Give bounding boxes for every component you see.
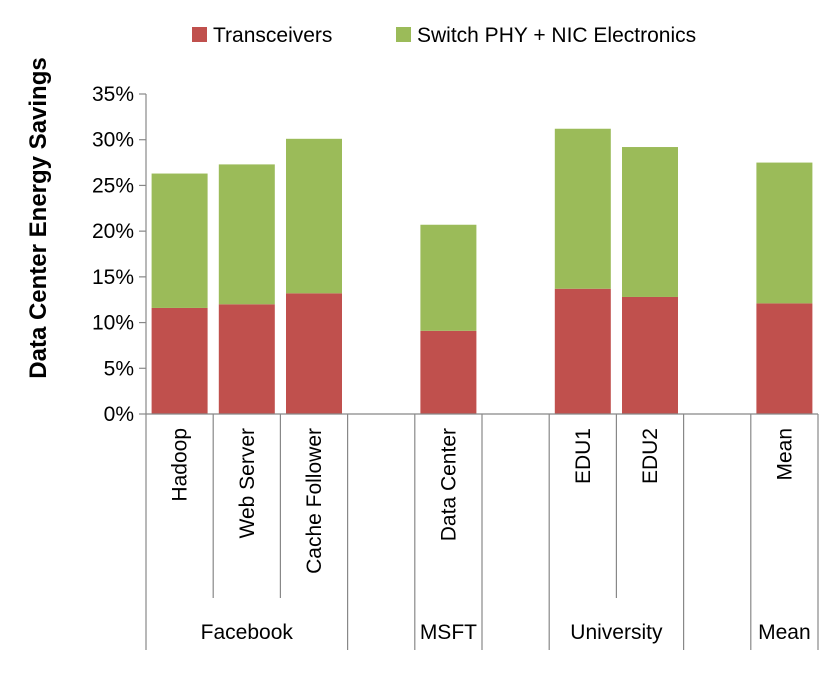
legend-label-1: Switch PHY + NIC Electronics <box>417 24 696 47</box>
y-tick-label: 0% <box>104 403 134 426</box>
y-tick-label: 25% <box>92 174 134 197</box>
bar-transceivers-1 <box>218 304 275 414</box>
bar-switch-phy-nic-6 <box>756 162 813 304</box>
bar-switch-phy-nic-4 <box>554 128 611 289</box>
y-axis-title: Data Center Energy Savings <box>25 57 52 378</box>
group-label: Mean <box>758 621 811 644</box>
legend-swatch-0 <box>192 27 207 42</box>
bar-switch-phy-nic-0 <box>151 173 208 308</box>
bar-switch-phy-nic-2 <box>286 138 342 294</box>
legend: Transceivers Switch PHY + NIC Electronics <box>192 24 696 47</box>
y-axis: 0% 5% 10% 15% 20% 25% 30% 35% <box>92 83 147 426</box>
group-label: MSFT <box>420 621 477 644</box>
y-tick-label: 20% <box>92 220 134 243</box>
y-tick-label: 15% <box>92 266 134 289</box>
x-axis: Hadoop Web Server Cache Follower Data Cente… <box>145 413 819 650</box>
bar-transceivers-5 <box>622 296 678 414</box>
bars <box>151 128 813 414</box>
bar-transceivers-4 <box>554 288 611 414</box>
bar-switch-phy-nic-5 <box>622 147 678 297</box>
legend-swatch-1 <box>396 27 411 42</box>
category-label: Mean <box>773 428 796 481</box>
legend-label-0: Transceivers <box>213 24 332 47</box>
y-tick-label: 30% <box>92 129 134 152</box>
category-label: Hadoop <box>169 428 192 502</box>
bar-switch-phy-nic-1 <box>218 164 275 305</box>
bar-transceivers-2 <box>286 293 342 414</box>
category-label: Data Center <box>437 428 460 541</box>
category-label: EDU2 <box>639 428 662 484</box>
bar-transceivers-0 <box>151 307 208 414</box>
bar-transceivers-6 <box>756 303 813 414</box>
y-tick-label: 5% <box>104 357 134 380</box>
category-label: EDU1 <box>572 428 595 484</box>
group-label: University <box>570 621 663 644</box>
bar-transceivers-3 <box>420 330 477 414</box>
y-tick-label: 35% <box>92 83 134 106</box>
group-label: Facebook <box>201 621 294 644</box>
y-tick-label: 10% <box>92 312 134 335</box>
category-label: Cache Follower <box>303 428 326 574</box>
bar-switch-phy-nic-3 <box>420 224 477 331</box>
category-label: Web Server <box>236 428 259 539</box>
